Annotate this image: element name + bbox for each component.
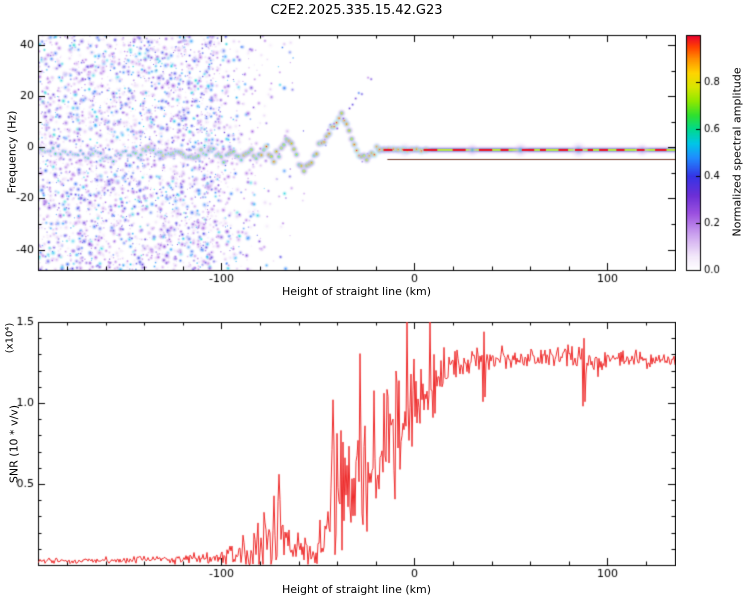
snr-y-axis-scale-label: (x10⁴): [4, 322, 16, 354]
snr-y-axis-label: SNR (10 * v/v): [7, 404, 21, 484]
colorbar-label: Normalized spectral amplitude: [730, 67, 744, 237]
snr-x-axis-label: Height of straight line (km): [281, 583, 432, 596]
spectrogram-x-axis-label: Height of straight line (km): [281, 285, 432, 298]
colorbar-canvas: [676, 0, 750, 300]
figure-title: C2E2.2025.335.15.42.G23: [270, 3, 443, 18]
spectrogram-y-axis-label: Frequency (Hz): [5, 110, 19, 194]
spectrogram-canvas: [0, 0, 676, 300]
snr-canvas: [0, 300, 676, 600]
